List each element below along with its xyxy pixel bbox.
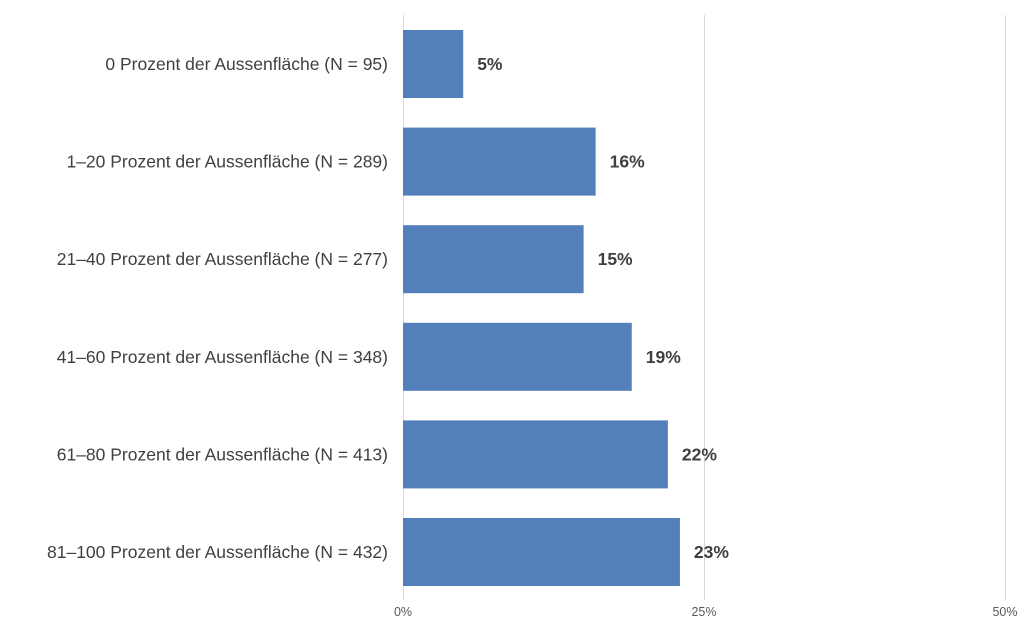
value-label: 16% [610,152,645,172]
x-tick-label: 50% [992,605,1017,618]
category-label: 41–60 Prozent der Aussenfläche (N = 348) [57,347,388,367]
x-axis: 0% 25% 50% [394,605,1018,618]
value-label: 23% [694,542,729,562]
value-label: 15% [598,249,633,269]
bar [403,518,680,586]
bar [403,127,596,196]
category-label: 0 Prozent der Aussenfläche (N = 95) [105,54,388,74]
value-label: 5% [477,54,503,74]
grid-layer [403,15,1006,600]
x-tick-label: 0% [394,605,412,618]
category-label: 81–100 Prozent der Aussenfläche (N = 432… [47,542,388,562]
x-tick-label: 25% [691,605,716,618]
bar [403,420,668,489]
value-label: 22% [682,444,717,464]
bar [403,225,584,294]
value-label: 19% [646,347,681,367]
category-label: 1–20 Prozent der Aussenfläche (N = 289) [66,152,388,172]
bar-layer [403,30,680,586]
label-layer: 0 Prozent der Aussenfläche (N = 95) 5% 1–2… [47,54,729,562]
bar [403,322,632,391]
category-label: 61–80 Prozent der Aussenfläche (N = 413) [57,444,388,464]
category-label: 21–40 Prozent der Aussenfläche (N = 277) [57,249,388,269]
bar [403,30,464,98]
